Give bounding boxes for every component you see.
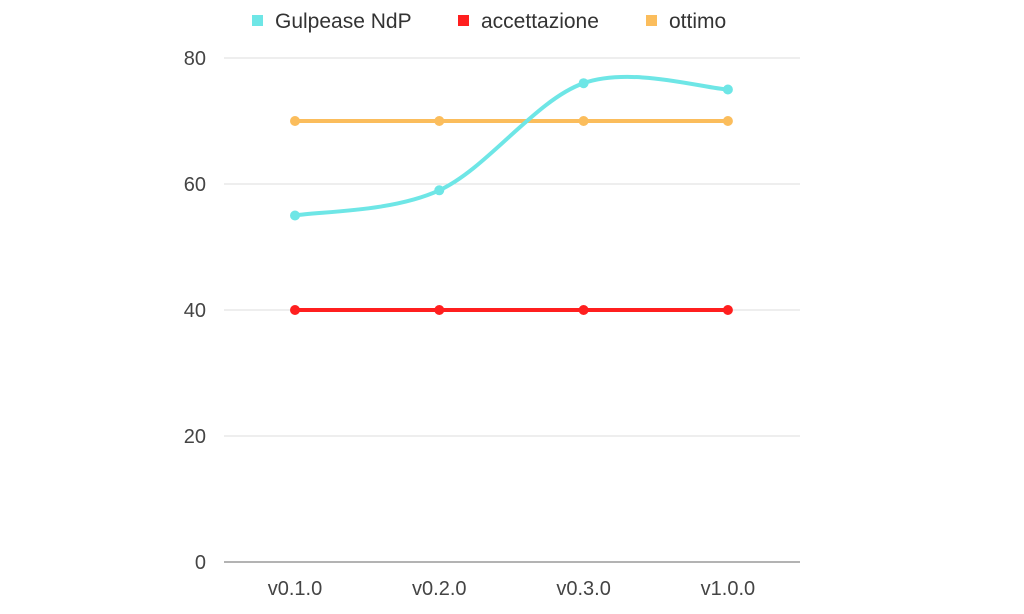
data-point [434, 116, 445, 126]
legend-label: accettazione [481, 10, 599, 33]
x-tick-label: v0.3.0 [556, 578, 610, 600]
x-tick-label: v0.1.0 [268, 578, 322, 600]
data-point [578, 78, 589, 89]
legend-label: Gulpease NdP [275, 10, 412, 33]
x-tick-label: v0.2.0 [412, 578, 466, 600]
legend: Gulpease NdP accettazione ottimo [252, 10, 726, 33]
series-group [290, 74, 733, 315]
y-axis-ticks: 0 20 40 60 80 [184, 48, 206, 574]
y-tick-label: 60 [184, 174, 206, 196]
x-tick-label: v1.0.0 [701, 578, 755, 600]
data-point [578, 305, 589, 315]
series-line-gulpease-ndp [293, 74, 730, 218]
y-tick-label: 20 [184, 426, 206, 448]
data-point [290, 305, 300, 315]
data-point [290, 116, 300, 126]
data-point [434, 185, 445, 196]
y-tick-label: 80 [184, 48, 206, 70]
data-point [722, 305, 733, 315]
legend-swatch [458, 15, 469, 26]
y-tick-label: 0 [195, 552, 206, 574]
y-tick-label: 40 [184, 300, 206, 322]
data-point [722, 84, 733, 95]
data-point [722, 116, 733, 126]
data-point [290, 210, 300, 221]
legend-swatch [252, 15, 263, 26]
data-point [434, 305, 445, 315]
data-point [578, 116, 589, 126]
legend-label: ottimo [669, 10, 726, 33]
x-axis-ticks: v0.1.0 v0.2.0 v0.3.0 v1.0.0 [268, 578, 755, 600]
legend-swatch [646, 15, 657, 26]
